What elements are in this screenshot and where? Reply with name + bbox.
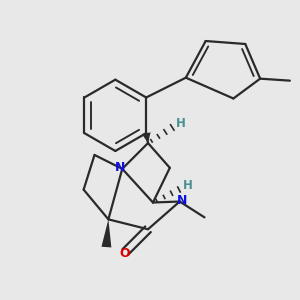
- Text: N: N: [115, 161, 125, 174]
- Text: H: H: [183, 179, 193, 192]
- Polygon shape: [101, 219, 111, 247]
- Text: O: O: [119, 247, 130, 260]
- Text: N: N: [176, 194, 187, 207]
- Polygon shape: [142, 132, 151, 143]
- Text: H: H: [176, 117, 186, 130]
